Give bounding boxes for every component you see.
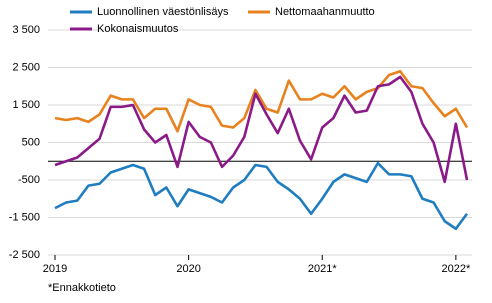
y-tick-label: 1 500 xyxy=(12,99,40,111)
legend-label: Luonnollinen väestönlisäys xyxy=(97,6,229,18)
x-tick-label: 2021* xyxy=(308,263,337,275)
x-tick-label: 2019 xyxy=(43,263,67,275)
series-line xyxy=(54,75,469,184)
y-tick-label: 500 xyxy=(22,136,40,148)
series-line xyxy=(54,161,469,231)
y-tick-label: -1 500 xyxy=(9,211,40,223)
y-tick-label: 2 500 xyxy=(12,61,40,73)
series-line xyxy=(54,69,469,133)
x-tick-label: 2022* xyxy=(441,263,470,275)
footnote: *Ennakkotieto xyxy=(48,282,116,294)
y-tick-label: 3 500 xyxy=(12,24,40,36)
x-tick-label: 2020 xyxy=(176,263,200,275)
legend-label: Nettomaahanmuutto xyxy=(275,6,375,18)
y-tick-label: -500 xyxy=(18,174,40,186)
y-tick-label: -2 500 xyxy=(9,249,40,261)
legend-label: Kokonaismuutos xyxy=(97,23,179,35)
